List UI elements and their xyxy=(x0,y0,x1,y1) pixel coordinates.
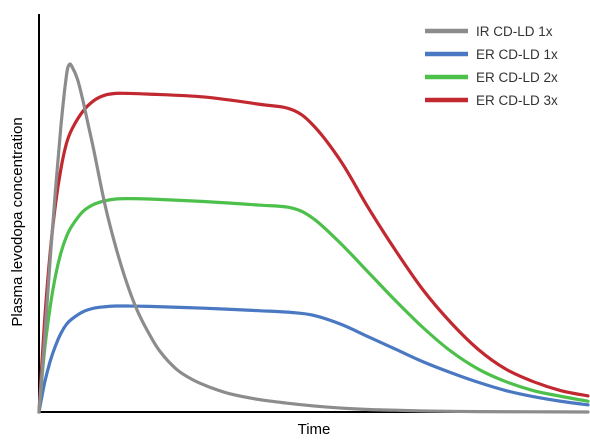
series-line-3 xyxy=(37,91,590,414)
series-line-0 xyxy=(37,62,590,414)
legend-label-1: ER CD-LD 1x xyxy=(476,47,558,62)
series-line-2 xyxy=(37,197,590,414)
legend-label-3: ER CD-LD 3x xyxy=(476,93,558,108)
y-axis-label: Plasma levodopa concentration xyxy=(9,117,26,326)
legend-label-0: IR CD-LD 1x xyxy=(476,24,553,39)
series-line-1 xyxy=(37,304,590,414)
legend-label-2: ER CD-LD 2x xyxy=(476,70,558,85)
series-lines xyxy=(37,62,590,414)
legend: IR CD-LD 1x ER CD-LD 1x ER CD-LD 2x ER CD-L… xyxy=(425,24,558,108)
x-axis-label: Time xyxy=(298,421,331,438)
